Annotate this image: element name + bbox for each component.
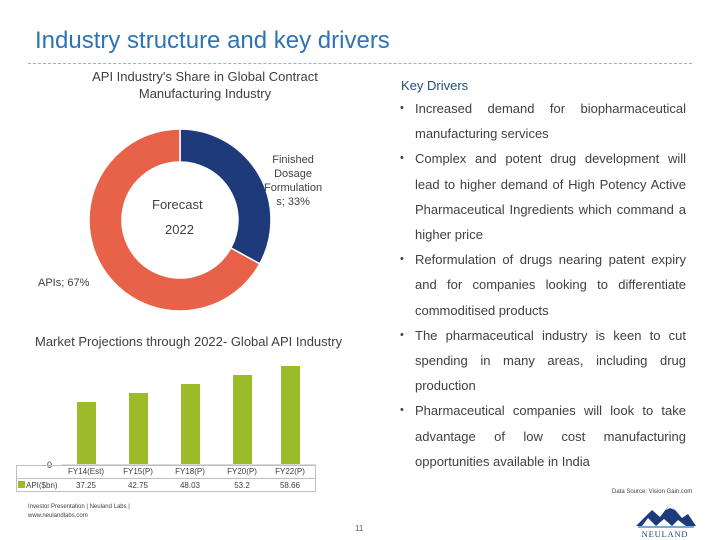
footer-website: www.neulandlabs.com [28, 513, 88, 519]
donut-label-apis: APIs; 67% [38, 277, 90, 289]
table-category-label: FY18(P) [175, 467, 205, 476]
table-value-label: 58.66 [279, 481, 301, 490]
donut-center-label-forecast: Forecast [152, 197, 203, 212]
key-drivers-list: Increased demand for biopharmaceutical m… [400, 96, 686, 474]
key-driver-item: Increased demand for biopharmaceutical m… [400, 96, 686, 146]
bar-fy20-p- [232, 375, 252, 464]
logo-snowcap-icon [666, 504, 675, 510]
donut-label-line: Dosage [274, 168, 312, 180]
legend-swatch-api [18, 481, 25, 488]
bar-fy18-p- [180, 383, 200, 464]
key-drivers-heading: Key Drivers [401, 78, 469, 93]
neuland-logo: NEULAND [636, 504, 696, 539]
bar-fy15-p- [128, 392, 148, 464]
key-driver-item: Reformulation of drugs nearing patent ex… [400, 247, 686, 323]
key-driver-item: Pharmaceutical companies will look to ta… [400, 398, 686, 474]
table-value-label: 53.2 [234, 481, 250, 490]
table-category-label: FY14(Est) [67, 467, 104, 476]
table-value-label: 37.25 [75, 481, 97, 490]
donut-center-label-year: 2022 [165, 222, 194, 237]
table-category-label: FY20(P) [227, 467, 257, 476]
key-driver-item: Complex and potent drug development will… [400, 146, 686, 247]
table-category-label: FY15(P) [123, 467, 153, 476]
table-category-label: FY22(P) [275, 467, 305, 476]
bar-fy14-est- [76, 401, 96, 464]
legend-label-api: API($bn) [26, 481, 58, 490]
page-number: 11 [355, 524, 364, 533]
slide-title: Industry structure and key drivers [35, 27, 390, 54]
donut-slice-apis [88, 128, 261, 312]
footer-presentation-label: Investor Presentation | Neuland Labs | [28, 504, 130, 510]
table-value-label: 48.03 [179, 481, 201, 490]
data-table-row-divider [16, 478, 316, 479]
donut-heading-line-2: Manufacturing Industry [138, 86, 272, 101]
donut-label-line: s; 33% [276, 196, 310, 208]
title-divider [28, 63, 692, 64]
logo-wordmark: NEULAND [642, 529, 689, 539]
donut-slice-finished-dosage [179, 128, 272, 265]
key-driver-item: The pharmaceutical industry is keen to c… [400, 323, 686, 399]
donut-label-finished-dosage: Finished Dosage Formulation s; 33% [264, 153, 322, 209]
donut-label-line: Finished [272, 154, 314, 166]
donut-label-line: Formulation [264, 182, 323, 194]
bar-chart-axis [62, 464, 316, 465]
bar-fy22-p- [280, 366, 300, 464]
table-value-label: 42.75 [127, 481, 149, 490]
logo-mountain-icon [636, 504, 696, 526]
donut-chart-heading: API Industry's Share in Global Contract … [40, 68, 370, 102]
data-source-note: Data Source: Vision Gain.com [612, 489, 693, 495]
bar-chart-heading: Market Projections through 2022- Global … [35, 334, 343, 349]
donut-heading-line-1: API Industry's Share in Global Contract [92, 69, 318, 84]
